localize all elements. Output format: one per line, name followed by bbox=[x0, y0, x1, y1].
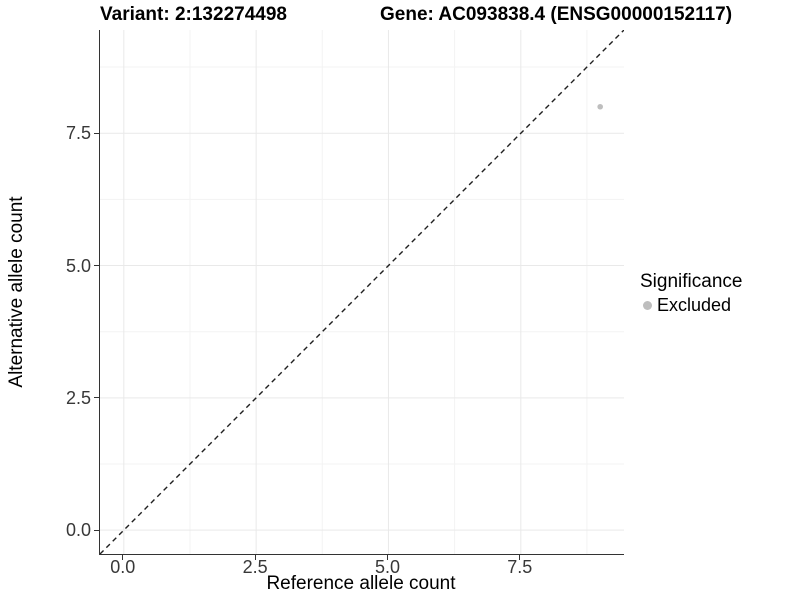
plot-panel bbox=[99, 30, 624, 555]
x-tick-mark bbox=[386, 555, 388, 560]
legend-item-label: Excluded bbox=[657, 295, 732, 315]
legend-item: Excluded bbox=[640, 295, 742, 316]
y-tick-label: 5.0 bbox=[65, 255, 91, 276]
y-axis-title: Alternative allele count bbox=[6, 196, 27, 388]
plot-title-gene: Gene: AC093838.4 (ENSG00000152117) bbox=[380, 4, 733, 25]
legend: Significance Excluded bbox=[640, 271, 742, 316]
panel-canvas bbox=[100, 30, 624, 554]
y-tick-label: 0.0 bbox=[65, 520, 91, 541]
y-tick-label: 2.5 bbox=[65, 387, 91, 408]
legend-items: Excluded bbox=[640, 295, 742, 316]
x-tick-mark bbox=[122, 555, 124, 560]
x-tick-mark bbox=[254, 555, 256, 560]
x-tick-mark bbox=[519, 555, 521, 560]
data-point bbox=[597, 103, 603, 110]
x-axis-title: Reference allele count bbox=[266, 573, 456, 594]
legend-title: Significance bbox=[640, 271, 743, 292]
y-tick-label: 7.5 bbox=[65, 123, 91, 144]
legend-key-dot bbox=[643, 301, 652, 310]
plot-title-variant: Variant: 2:132274498 bbox=[100, 4, 287, 25]
identity-line bbox=[100, 30, 624, 554]
